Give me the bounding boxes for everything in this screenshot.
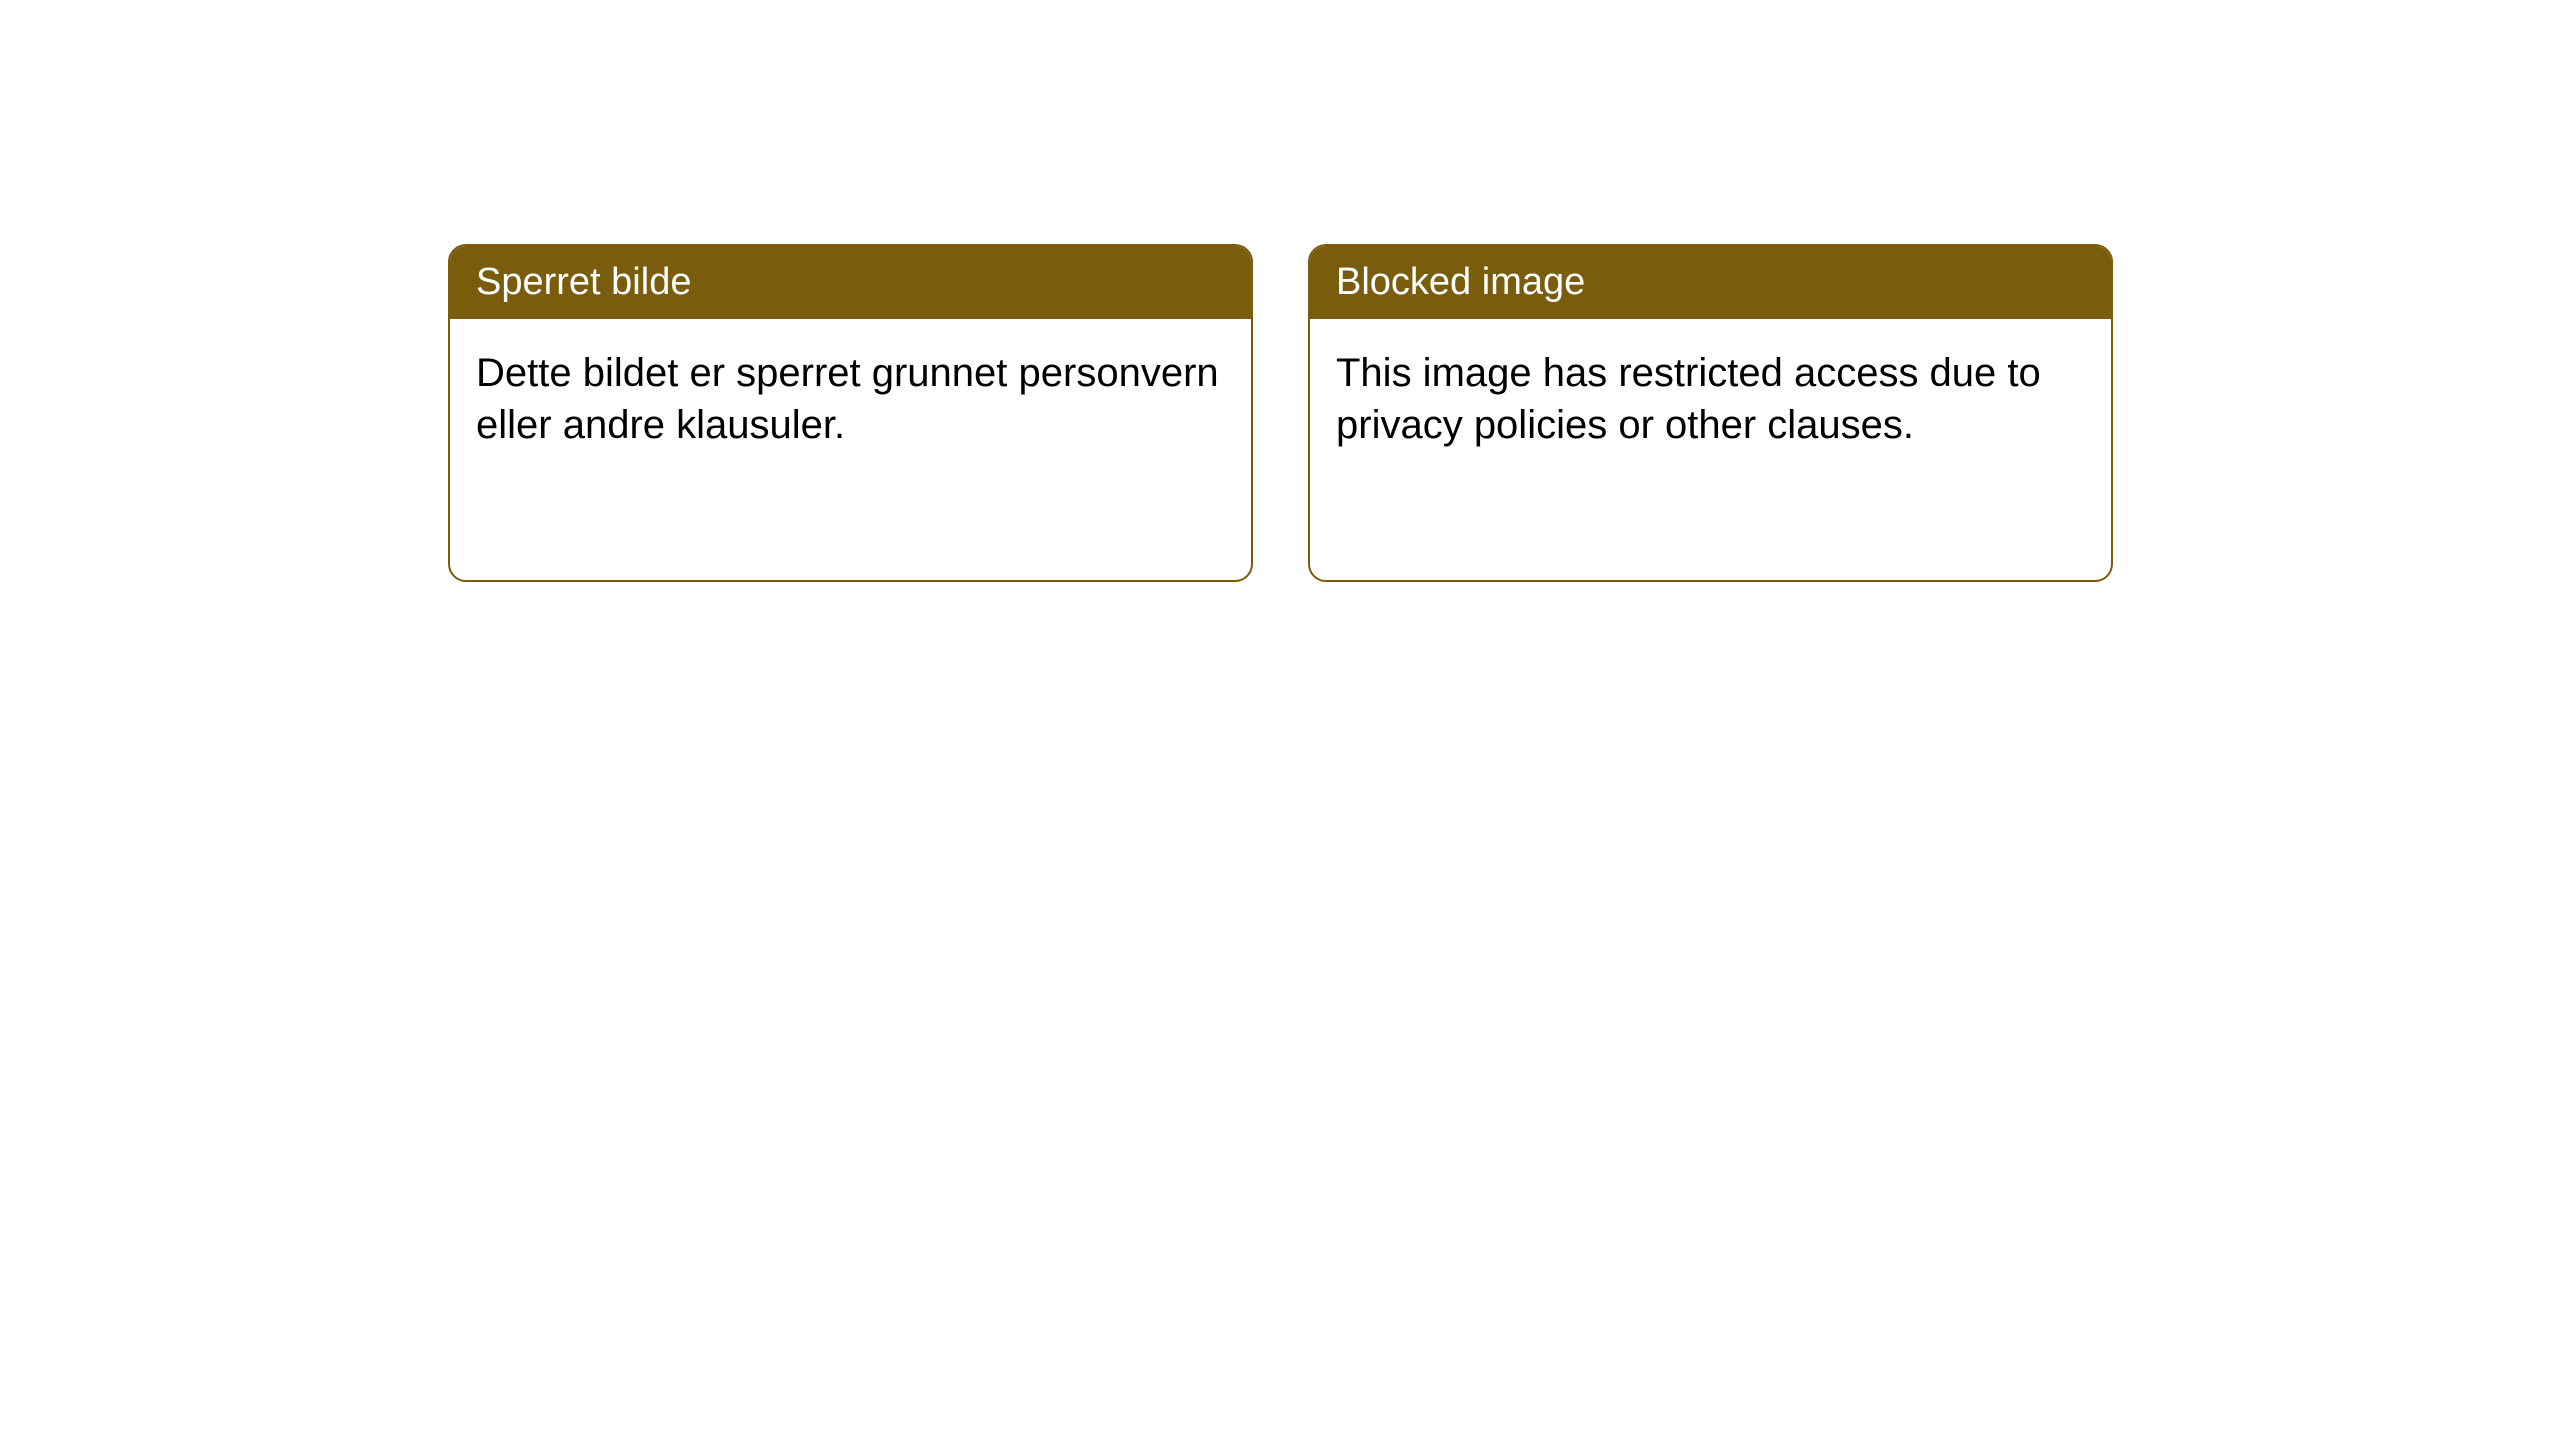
notice-header-norwegian: Sperret bilde	[450, 246, 1251, 319]
notice-header-english: Blocked image	[1310, 246, 2111, 319]
notice-body-english: This image has restricted access due to …	[1310, 319, 2111, 479]
notice-cards-container: Sperret bilde Dette bildet er sperret gr…	[448, 244, 2113, 582]
notice-card-english: Blocked image This image has restricted …	[1308, 244, 2113, 582]
notice-body-norwegian: Dette bildet er sperret grunnet personve…	[450, 319, 1251, 479]
notice-card-norwegian: Sperret bilde Dette bildet er sperret gr…	[448, 244, 1253, 582]
